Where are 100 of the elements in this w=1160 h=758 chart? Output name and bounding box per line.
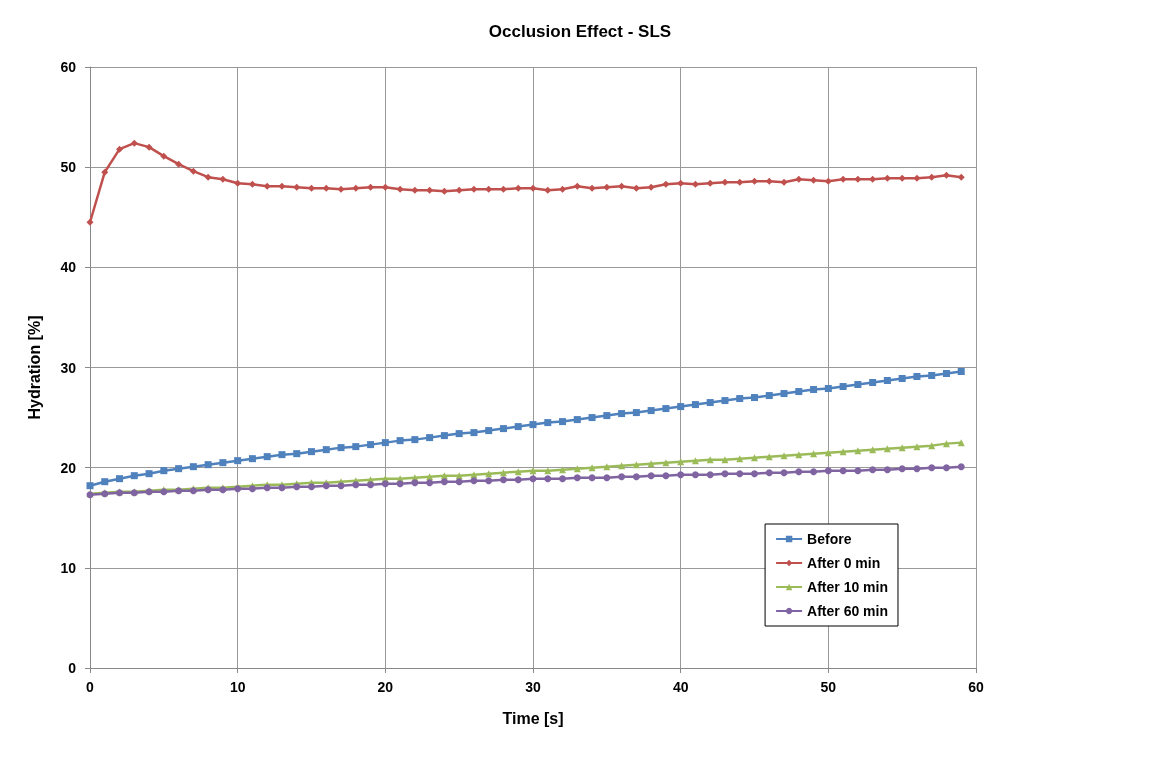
point xyxy=(514,184,522,192)
point xyxy=(219,459,227,467)
point xyxy=(677,403,685,411)
point xyxy=(632,473,640,481)
y-tick-label: 30 xyxy=(60,359,77,376)
point xyxy=(175,465,183,473)
point xyxy=(381,439,389,447)
point xyxy=(883,377,891,385)
point xyxy=(677,179,685,187)
legend-label: After 60 min xyxy=(807,603,889,619)
x-tick-label: 10 xyxy=(229,679,246,695)
x-tick-label: 0 xyxy=(86,679,95,695)
point xyxy=(440,432,448,440)
point xyxy=(618,473,626,481)
point xyxy=(367,481,375,489)
point xyxy=(647,183,655,191)
point xyxy=(913,443,921,451)
point xyxy=(160,152,168,160)
point xyxy=(854,467,862,475)
point xyxy=(618,410,626,418)
y-axis-title: Hydration [%] xyxy=(25,315,43,420)
point xyxy=(810,176,818,184)
point xyxy=(751,177,758,185)
point xyxy=(470,429,478,437)
point xyxy=(765,177,773,185)
point xyxy=(234,179,242,187)
point xyxy=(145,143,153,151)
point xyxy=(529,184,537,192)
point xyxy=(145,470,153,478)
point xyxy=(499,425,507,433)
x-axis-title: Time [s] xyxy=(502,709,564,727)
point xyxy=(662,472,670,480)
point xyxy=(485,427,493,435)
point xyxy=(913,373,921,381)
point xyxy=(396,480,404,488)
point xyxy=(957,173,965,181)
point xyxy=(736,395,744,403)
point xyxy=(352,443,360,451)
point xyxy=(928,173,936,181)
point xyxy=(101,168,109,176)
x-tick-label: 40 xyxy=(672,679,689,695)
point xyxy=(426,479,434,487)
point xyxy=(810,386,818,394)
point xyxy=(544,186,552,194)
point xyxy=(160,467,168,475)
y-tick-label: 40 xyxy=(60,259,77,276)
point xyxy=(248,455,256,463)
point xyxy=(514,423,522,431)
point xyxy=(263,182,271,190)
point xyxy=(898,174,906,182)
point xyxy=(618,462,626,470)
point xyxy=(883,466,891,474)
x-tick-label: 20 xyxy=(377,679,394,695)
point xyxy=(795,468,803,476)
point xyxy=(455,186,463,194)
point xyxy=(411,436,419,444)
point xyxy=(544,475,552,483)
point xyxy=(780,452,788,460)
point xyxy=(780,390,788,398)
point xyxy=(795,175,803,183)
point xyxy=(780,178,788,186)
point xyxy=(529,475,537,483)
y-tick-label: 60 xyxy=(60,59,77,75)
point xyxy=(529,421,537,429)
point xyxy=(116,475,124,483)
point xyxy=(588,414,596,422)
point xyxy=(440,187,448,195)
point xyxy=(691,471,699,479)
point xyxy=(559,185,567,193)
y-tick-label: 20 xyxy=(60,459,77,476)
point xyxy=(352,481,360,489)
point xyxy=(219,175,227,183)
point xyxy=(263,453,271,461)
point xyxy=(913,174,921,182)
point xyxy=(322,446,330,454)
legend-label: Before xyxy=(807,531,852,547)
point xyxy=(603,474,611,482)
point xyxy=(573,474,581,482)
point xyxy=(647,407,655,415)
point xyxy=(588,184,596,192)
point xyxy=(499,476,507,484)
point xyxy=(559,418,567,426)
point xyxy=(559,466,567,474)
point xyxy=(751,454,758,462)
point xyxy=(411,186,419,194)
point xyxy=(883,174,891,182)
point xyxy=(293,450,301,458)
point xyxy=(308,483,315,491)
point xyxy=(337,482,345,490)
point xyxy=(101,478,109,486)
point xyxy=(308,184,315,192)
point xyxy=(647,472,655,480)
point xyxy=(677,458,685,466)
point xyxy=(706,471,714,479)
point xyxy=(559,475,567,483)
point xyxy=(721,178,729,186)
y-tick-label: 10 xyxy=(60,559,77,576)
point xyxy=(854,381,862,389)
point xyxy=(485,477,493,485)
point xyxy=(86,482,94,490)
